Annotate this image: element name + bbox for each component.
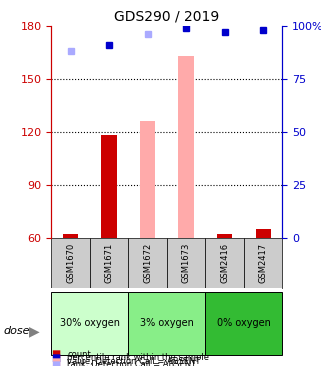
Text: 0% oxygen: 0% oxygen <box>217 318 271 328</box>
Bar <box>178 56 194 238</box>
Text: percentile rank within the sample: percentile rank within the sample <box>67 354 209 362</box>
Bar <box>63 234 78 238</box>
Text: ■: ■ <box>51 356 61 366</box>
FancyBboxPatch shape <box>128 238 167 288</box>
Text: ▶: ▶ <box>29 324 39 338</box>
Text: GSM1672: GSM1672 <box>143 243 152 283</box>
Text: GSM1670: GSM1670 <box>66 243 75 283</box>
FancyBboxPatch shape <box>128 292 205 355</box>
Title: GDS290 / 2019: GDS290 / 2019 <box>114 9 220 23</box>
Text: count: count <box>67 350 91 359</box>
Text: GSM1671: GSM1671 <box>105 243 114 283</box>
Text: 3% oxygen: 3% oxygen <box>140 318 194 328</box>
FancyBboxPatch shape <box>205 238 244 288</box>
FancyBboxPatch shape <box>51 238 90 288</box>
Bar <box>256 229 271 238</box>
FancyBboxPatch shape <box>51 292 128 355</box>
Text: ■: ■ <box>51 360 61 366</box>
Bar <box>217 234 232 238</box>
Text: ■: ■ <box>51 349 61 359</box>
Text: dose: dose <box>3 326 30 336</box>
FancyBboxPatch shape <box>205 292 282 355</box>
Text: rank, Detection Call = ABSENT: rank, Detection Call = ABSENT <box>67 361 196 366</box>
FancyBboxPatch shape <box>244 238 282 288</box>
FancyBboxPatch shape <box>167 238 205 288</box>
Text: ■: ■ <box>51 353 61 363</box>
Text: GSM2417: GSM2417 <box>259 243 268 283</box>
Text: 30% oxygen: 30% oxygen <box>60 318 120 328</box>
FancyBboxPatch shape <box>90 238 128 288</box>
Bar <box>101 135 117 238</box>
Bar <box>140 121 155 238</box>
Text: GSM2416: GSM2416 <box>220 243 229 283</box>
Text: GSM1673: GSM1673 <box>182 243 191 283</box>
Text: value, Detection Call = ABSENT: value, Detection Call = ABSENT <box>67 357 201 366</box>
